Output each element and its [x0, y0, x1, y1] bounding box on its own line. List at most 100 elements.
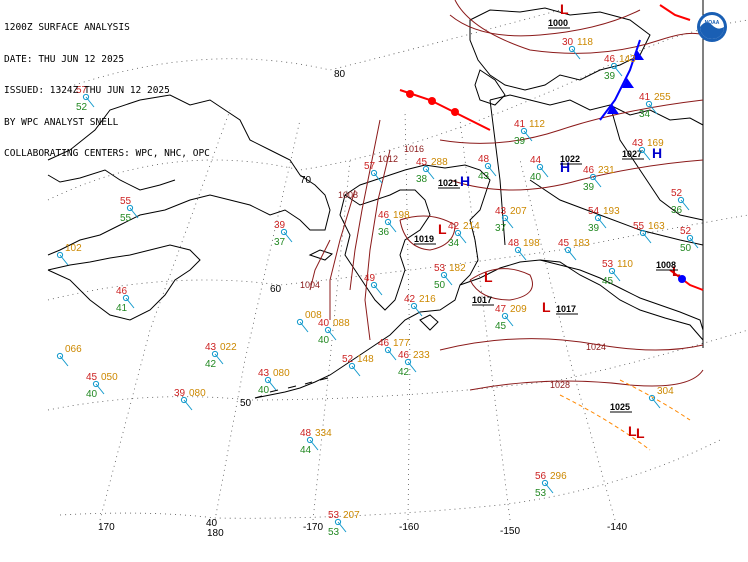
station-temperature: 44 — [530, 155, 542, 166]
station-pressure: 231 — [598, 165, 615, 176]
station-circle — [568, 45, 576, 53]
station-circle — [384, 346, 392, 354]
coastlines — [47, 0, 704, 399]
wind-barb-icon — [413, 305, 423, 317]
station-pressure: 080 — [273, 368, 290, 379]
siberia-coast — [47, 94, 331, 256]
station-pressure: 214 — [463, 221, 480, 232]
wind-barb-icon — [567, 249, 577, 261]
center-pressure-value: 1021 — [438, 178, 458, 188]
station-circle — [440, 271, 448, 279]
station-plot: 39 080 — [174, 388, 206, 411]
wind-barb-icon — [327, 329, 337, 341]
low-pressure-symbol: L — [542, 299, 551, 315]
station-circle — [639, 229, 647, 237]
station-dewpoint: 40 — [258, 385, 270, 396]
isobar-label-1016: 1016 — [404, 144, 424, 154]
isobar-1008 — [329, 189, 356, 320]
station-circle — [648, 394, 656, 402]
isobar-1016 — [349, 119, 381, 291]
wind-barb-icon — [457, 232, 467, 244]
aleutian-chain — [254, 377, 329, 399]
station-plot: 55 163 — [633, 221, 665, 244]
station-pressure: 198 — [523, 238, 540, 249]
lon-m170-line — [312, 159, 351, 521]
station-temperature: 49 — [364, 273, 376, 284]
alaska-coast — [254, 164, 491, 399]
lat-40-line — [59, 439, 721, 519]
lat-label-60: 60 — [270, 284, 282, 295]
wind-barb-icon — [351, 365, 361, 377]
wind-barb-icon — [613, 65, 623, 77]
noaa-logo-icon: NOAA — [697, 12, 727, 42]
station-circle — [608, 267, 616, 275]
station-circle — [638, 146, 646, 154]
siberia-inland — [47, 169, 176, 191]
kodiak-island — [419, 314, 439, 331]
pressure-center-L: L — [628, 423, 637, 439]
wind-barb-icon — [407, 361, 417, 373]
wind-barb-icon — [59, 355, 69, 367]
station-dewpoint: 34 — [448, 238, 460, 249]
station-circle — [56, 251, 64, 259]
troughs — [559, 379, 691, 451]
fronts — [399, 4, 704, 291]
high-pressure-symbol: H — [460, 173, 470, 189]
station-pressure: 207 — [510, 206, 527, 217]
station-pressure: 304 — [657, 386, 674, 397]
station-plot: 49 — [364, 273, 383, 296]
header-line-date: DATE: THU JUN 12 2025 — [4, 53, 125, 65]
wind-barb-icon — [85, 96, 95, 108]
warm-front-bump — [428, 97, 436, 105]
station-dewpoint: 42 — [398, 367, 410, 378]
station-circle — [410, 302, 418, 310]
lon-m140-line — [519, 159, 616, 521]
station-plot: 52 148 — [342, 354, 374, 377]
station-circle — [211, 350, 219, 358]
station-pressure: 255 — [654, 92, 671, 103]
station-pressure: 182 — [449, 263, 466, 274]
pressure-center-L: L 1017 — [542, 299, 578, 315]
station-dewpoint: 43 — [478, 171, 490, 182]
station-dewpoint: 45 — [602, 276, 614, 287]
isobar-1024 — [439, 338, 704, 351]
station-dewpoint: 39 — [604, 71, 616, 82]
wind-barb-icon — [443, 274, 453, 286]
arctic-island-2 — [474, 69, 506, 106]
lon-180-line — [214, 119, 301, 521]
station-circle — [514, 246, 522, 254]
station-dewpoint: 37 — [495, 223, 507, 234]
lon-170-line — [99, 109, 231, 521]
station-pressure: 112 — [529, 119, 545, 130]
station-temperature: 53 — [602, 259, 614, 270]
station-temperature: 48 — [508, 238, 520, 249]
warm-front-bump — [451, 108, 459, 116]
station-temperature: 46 — [604, 54, 616, 65]
station-pressure: 110 — [617, 259, 633, 270]
st-lawrence-island — [308, 249, 333, 261]
wind-barb-icon — [539, 166, 549, 178]
alaska-west — [339, 189, 431, 311]
station-temperature: 53 — [434, 263, 446, 274]
center-pressure-value: 1027 — [622, 149, 642, 159]
station-temperature: 52 — [680, 226, 692, 237]
front-east — [669, 269, 704, 291]
station-temperature: 53 — [328, 510, 340, 521]
wind-barb-icon — [680, 199, 690, 211]
station-temperature: 46 — [378, 338, 390, 349]
station-temperature: 41 — [639, 92, 651, 103]
station-circle — [501, 214, 509, 222]
station-dewpoint: 41 — [116, 303, 128, 314]
wind-barb-icon — [651, 397, 661, 409]
station-circle — [264, 376, 272, 384]
station-temperature: 45 — [558, 238, 570, 249]
warm-front — [399, 89, 491, 131]
warm-front-bump — [406, 90, 414, 98]
station-plot: 44 40 — [530, 155, 549, 183]
header-line-centers: COLLABORATING CENTERS: WPC, NHC, OPC — [4, 148, 210, 159]
